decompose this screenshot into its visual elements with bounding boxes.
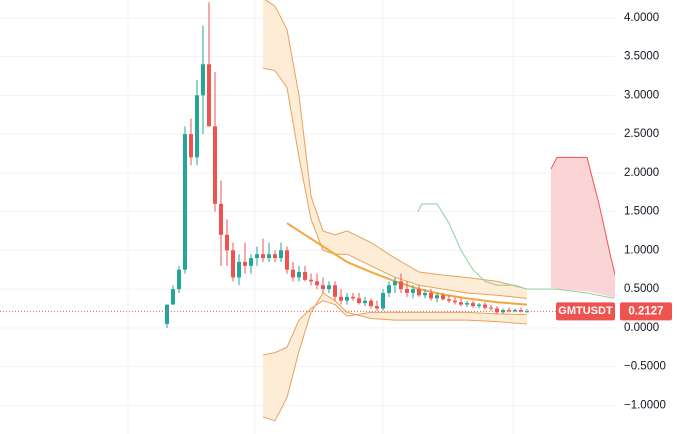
candle-body: [267, 254, 271, 259]
candle-body: [351, 296, 355, 299]
envelope-line: [264, 0, 528, 290]
candle-body: [453, 300, 457, 303]
candle-body: [387, 285, 391, 293]
candle-body: [165, 304, 169, 324]
candle-body: [339, 296, 343, 301]
candle-body: [393, 281, 397, 286]
candle-body: [405, 289, 409, 293]
candle-body: [231, 250, 235, 278]
candle-body: [279, 250, 283, 259]
candle-body: [435, 295, 439, 299]
candle-body: [369, 300, 373, 307]
candle-body: [321, 285, 325, 290]
y-tick-label: 2.5000: [624, 128, 659, 140]
plot-area: [0, 0, 615, 422]
candle-body: [243, 261, 247, 266]
candle-body: [249, 258, 253, 266]
candle-body: [519, 310, 523, 312]
candle-body: [195, 95, 199, 158]
candle-body: [477, 304, 481, 307]
candle-body: [489, 307, 493, 309]
candle-body: [297, 272, 301, 278]
y-tick-label: −0.5000: [624, 361, 666, 373]
candle-body: [171, 289, 175, 305]
envelope-line: [262, 300, 528, 356]
symbol-label: GMTUSDT: [558, 305, 613, 317]
candle-body: [513, 310, 517, 311]
y-tick-label: 2.0000: [624, 167, 659, 179]
candle-body: [411, 289, 415, 293]
candle-body: [183, 134, 187, 270]
y-tick-label: 3.5000: [624, 51, 659, 63]
grid: [0, 17, 615, 406]
y-tick-label: 0.0000: [624, 322, 659, 334]
y-tick-label: 0.5000: [624, 283, 659, 295]
candle-body: [501, 310, 505, 313]
candle-body: [207, 64, 211, 127]
candle-body: [399, 281, 403, 290]
candle-body: [177, 269, 181, 290]
envelope-upper-fill: [263, 0, 527, 299]
envelope-line: [262, 67, 528, 299]
candle-body: [423, 292, 427, 296]
candle-body: [429, 292, 433, 299]
candle-body: [225, 234, 229, 251]
y-tick-label: 1.0000: [624, 244, 659, 256]
price-badge: [620, 302, 672, 321]
y-axis: 4.0000 3.5000 3.0000 2.5000 2.0000 1.5000 1.00…: [556, 12, 672, 411]
zone-edge: [550, 156, 615, 276]
candle-body: [525, 311, 529, 313]
candle-body: [189, 134, 193, 158]
candle-body: [315, 281, 319, 286]
envelope-lower-fill: [263, 292, 527, 421]
candle-body: [327, 285, 331, 290]
candle-body: [219, 203, 223, 235]
vertical-grid: [127, 0, 514, 434]
price-label: 0.2127: [628, 305, 663, 317]
candle-body: [381, 292, 385, 309]
candle-body: [375, 306, 379, 309]
candle-body: [363, 300, 367, 304]
candle-body: [345, 296, 349, 301]
candle-body: [447, 299, 451, 301]
candle-body: [417, 289, 421, 296]
symbol-badge: [556, 302, 615, 321]
candle-body: [255, 254, 259, 259]
candle-body: [303, 272, 307, 280]
candle-body: [483, 304, 487, 308]
candle-body: [273, 254, 277, 259]
candle-body: [495, 308, 499, 313]
zone-fill: [551, 157, 615, 299]
y-tick-label: 4.0000: [624, 12, 659, 24]
candle-body: [507, 310, 511, 311]
signal-line: [417, 203, 615, 299]
y-tick-label: 1.5000: [624, 206, 659, 218]
candle-body: [357, 298, 361, 304]
y-tick-label: −1.0000: [624, 399, 666, 411]
candle-body: [441, 295, 445, 300]
candle-body: [237, 261, 241, 278]
envelope-line: [262, 292, 528, 422]
candle-body: [471, 303, 475, 307]
envelope-middle: [286, 222, 528, 306]
candle-body: [291, 269, 295, 278]
candle-body: [261, 254, 265, 259]
candle-body: [309, 279, 313, 282]
candle-body: [333, 285, 337, 297]
candle-body: [213, 126, 217, 204]
candle-body: [459, 302, 463, 305]
candle-body: [285, 250, 289, 270]
y-tick-label: 3.0000: [624, 89, 659, 101]
candle-body: [465, 303, 469, 305]
candle-body: [201, 64, 205, 96]
